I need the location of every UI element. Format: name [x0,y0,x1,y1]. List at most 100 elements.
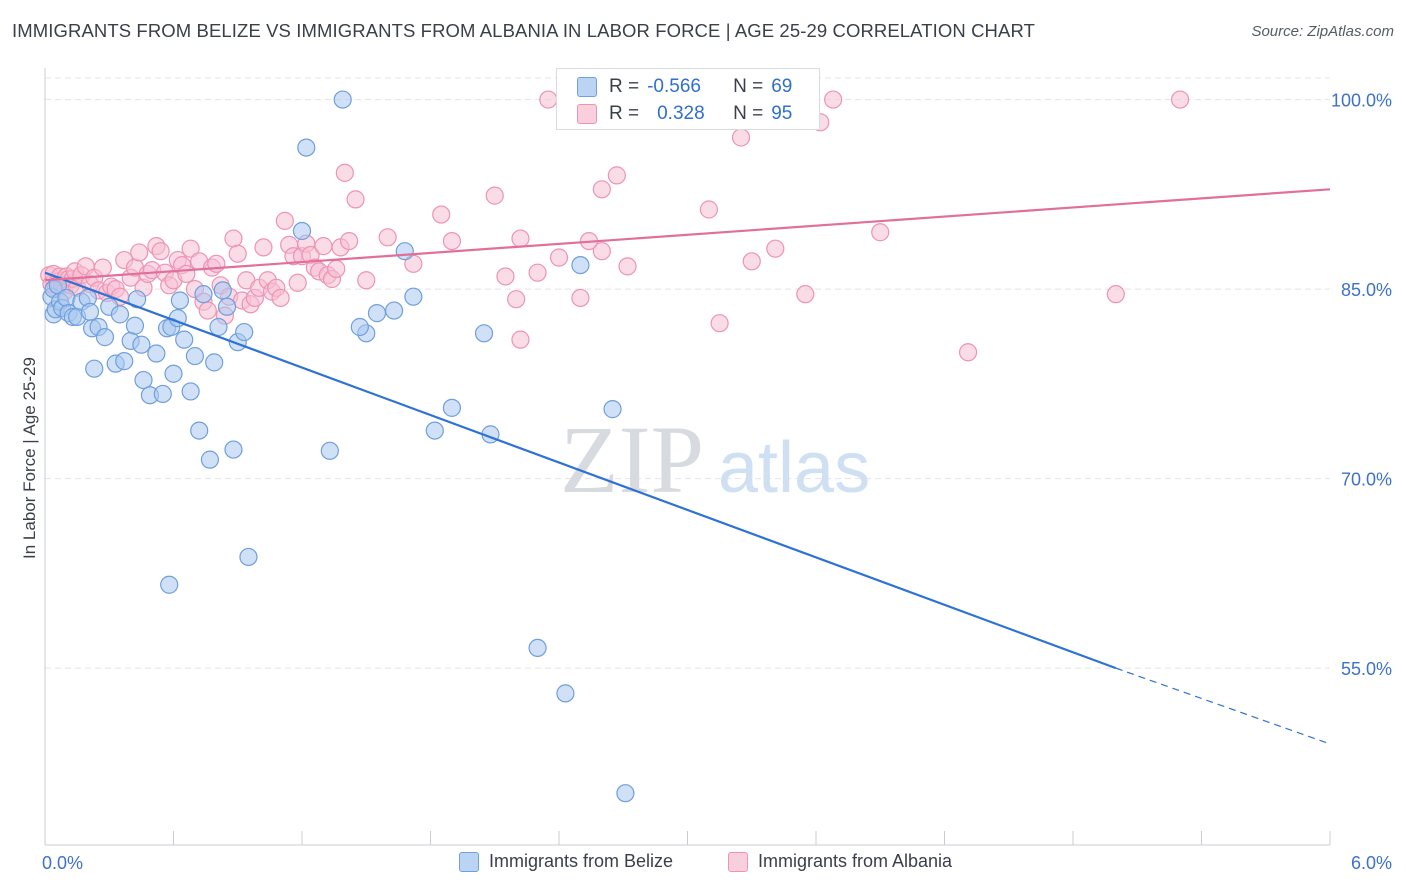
belize-point [110,305,130,324]
y-tick-label: 100.0% [1331,91,1392,111]
watermark-zip: ZIP [560,406,704,513]
belize-point [333,90,352,109]
belize-point [320,441,339,460]
albania-point [271,288,290,308]
belize-trend-line [44,271,1117,670]
belize-point [205,353,224,372]
belize-point [134,370,153,390]
albania-point [485,186,504,205]
stats-row-albania: R = 0.328 N = 95 [577,101,792,127]
albania-point [528,263,547,282]
albania-point [340,231,359,251]
belize-swatch [577,77,597,97]
tick-labels: 55.0% 70.0% 85.0% 100.0% 0.0% 6.0% [42,91,1392,873]
belize-point [209,317,228,337]
albania-point [1170,90,1190,109]
belize-point [528,638,547,658]
albania-point [207,254,226,273]
belize-point [404,287,423,306]
belize-point [115,352,134,371]
bottom-legend: Immigrants from Belize Immigrants from A… [0,851,1406,879]
belize-point [125,316,145,335]
albania-point [181,239,200,258]
albania-point [314,237,333,256]
belize-point [384,301,404,320]
stats-legend: R = -0.566 N = 69 R = 0.328 N = 95 [556,68,820,130]
belize-point [200,450,220,469]
belize-point [556,684,575,703]
albania-point [93,258,112,277]
belize-point [194,285,213,304]
belize-point [164,364,183,383]
albania-point [357,271,376,290]
albania-point [1106,285,1125,304]
watermark-atlas: atlas [718,428,870,508]
legend-item-belize[interactable]: Immigrants from Belize [459,851,673,872]
albania-point [442,231,462,251]
belize-point [181,382,200,401]
albania-point [731,128,751,147]
belize-point [190,421,209,440]
belize-n-label: N = [733,76,764,97]
albania-trend-line [44,188,1331,282]
belize-point [297,138,316,157]
belize-point [170,291,190,310]
belize-n-value: 69 [771,76,793,97]
belize-point [395,242,414,261]
albania-point [742,252,761,271]
albania-point [404,254,423,273]
watermark: ZIP atlas [560,406,870,513]
albania-r-value: 0.328 [657,103,705,124]
albania-point [511,229,530,248]
x-tick-label: 0.0% [42,853,83,873]
belize-point [85,359,104,378]
albania-point [607,166,626,185]
source-credit: Source: ZipAtlas.com [1251,23,1394,40]
albania-point [432,205,451,224]
albania-point [511,330,530,349]
albania-point [335,163,354,182]
albania-point [871,223,890,242]
belize-point [367,304,387,323]
albania-point [198,301,217,320]
belize-point [153,384,172,404]
albania-point [571,288,590,308]
stats-row-belize: R = -0.566 N = 69 [577,74,792,100]
belize-points [42,90,635,803]
albania-point [224,229,243,248]
albania-r-label: R = [609,103,640,124]
albania-point [507,290,526,309]
albania-point [710,314,729,333]
albania-point [539,90,558,109]
legend-item-albania[interactable]: Immigrants from Albania [728,851,952,872]
albania-point [549,248,569,267]
y-tick-label: 55.0% [1341,659,1392,679]
belize-trend-extension [1115,667,1331,745]
albania-point [151,242,170,261]
albania-point [177,264,196,284]
albania-point [275,211,294,230]
albania-point [378,228,397,247]
belize-point [350,317,369,337]
albania-point [130,243,149,262]
belize-point [616,784,635,803]
albania-point [592,180,611,199]
albania-point [699,200,719,219]
belize-point [147,344,166,363]
albania-point [766,239,785,258]
belize-point [217,297,237,316]
x-tick-label: 6.0% [1351,853,1392,873]
belize-point [80,302,100,321]
gridlines [45,77,1330,669]
chart-title: IMMIGRANTS FROM BELIZE VS IMMIGRANTS FRO… [12,20,1035,41]
albania-point [618,257,637,276]
albania-point [796,285,815,304]
belize-r-value: -0.566 [647,76,701,97]
axis-ticks [44,831,1331,845]
albania-point [288,273,307,292]
belize-point [239,547,258,567]
legend-belize-label: Immigrants from Belize [489,851,674,871]
belize-point [57,288,76,308]
albania-point [228,244,247,263]
